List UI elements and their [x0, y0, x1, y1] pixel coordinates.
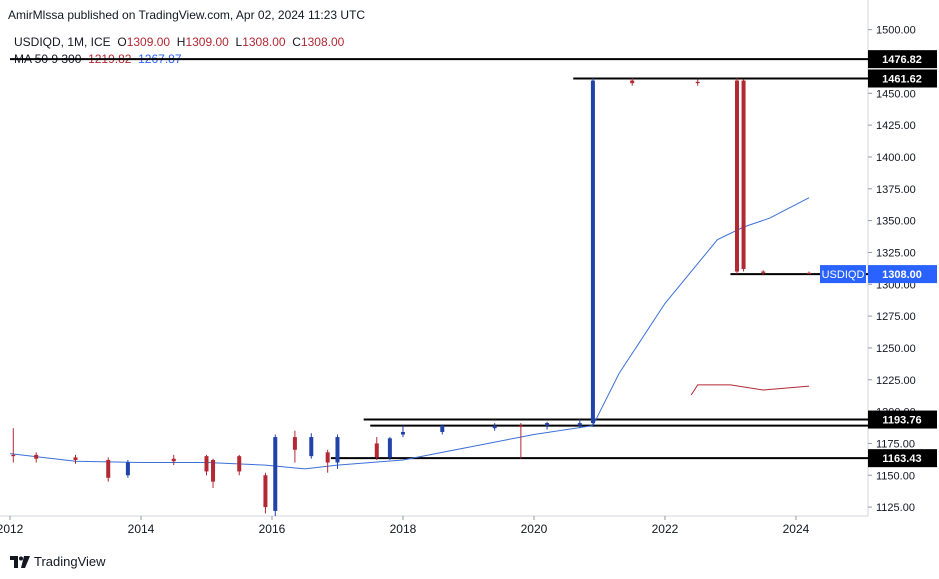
candle-body-down [630, 80, 635, 84]
open-value: 1309.00 [126, 35, 171, 49]
y-tick-label: 1450.00 [876, 88, 916, 100]
candle-body-down [106, 459, 111, 478]
y-tick-label: 1125.00 [876, 502, 915, 514]
symbol-tag-background [820, 265, 866, 284]
candle-body-down [73, 457, 78, 460]
ma-line-red [690, 384, 810, 396]
level-price-label: 1461.62 [882, 74, 922, 86]
tradingview-brand: TradingView [34, 554, 106, 569]
y-tick-label: 1375.00 [876, 184, 916, 196]
y-tick-label: 1275.00 [876, 311, 916, 323]
candle-body-down [237, 456, 242, 472]
level-price-label-background [868, 449, 937, 468]
level-price-label-background [868, 410, 937, 429]
ohlc-legend: USDIQD, 1M, ICE O1309.00 H1309.00 L1308.… [14, 35, 344, 49]
candle-body-down [695, 81, 700, 84]
candle-body-down [325, 452, 330, 463]
candle-body-up [545, 423, 550, 426]
candle-body-up [590, 80, 595, 424]
candle-body-down [735, 80, 740, 272]
candle-body-down [171, 458, 176, 462]
x-tick-label: 2014 [128, 522, 155, 536]
y-tick-label: 1400.00 [876, 152, 916, 164]
level-price-label: 1163.43 [882, 453, 921, 465]
y-tick-label: 1150.00 [876, 470, 915, 482]
current-price-label: 1308.00 [882, 269, 922, 281]
candle-body-up [387, 438, 392, 458]
candle-body-up [335, 437, 340, 463]
open-label: O [117, 35, 127, 49]
x-tick-label: 2016 [259, 522, 286, 536]
y-tick-label: 1350.00 [876, 216, 916, 228]
candle-body-up [309, 437, 314, 457]
candle-body-down [741, 80, 746, 269]
candle-body-down [34, 454, 39, 459]
candle-body-down [518, 425, 523, 427]
candle-body-up [125, 462, 130, 476]
level-price-label: 1476.82 [882, 54, 922, 66]
x-tick-label: 2018 [390, 522, 417, 536]
low-value: 1308.00 [242, 35, 286, 49]
x-tick-label: 2024 [783, 522, 810, 536]
high-value: 1309.00 [185, 35, 229, 49]
y-tick-label: 1500.00 [876, 25, 916, 37]
candle-body-up [273, 437, 278, 511]
y-tick-label: 1225.00 [876, 375, 916, 387]
candle-body-down [761, 271, 766, 273]
low-label: L [235, 35, 243, 49]
high-label: H [176, 35, 186, 49]
x-tick-label: 2012 [0, 522, 24, 536]
tradingview-footer[interactable]: TradingView [10, 554, 106, 569]
tradingview-logo-icon [10, 555, 30, 568]
current-price-label-background [868, 265, 937, 284]
symbol-tag: USDIQD [822, 269, 865, 281]
candle-body-down [211, 459, 216, 482]
level-price-label-background [868, 69, 937, 88]
close-value: 1308.00 [300, 35, 345, 49]
candle-body-down [374, 443, 379, 458]
candle-body-up [440, 425, 445, 432]
y-tick-label: 1250.00 [876, 343, 916, 355]
level-price-label-background [868, 50, 937, 69]
candle-body-down [204, 456, 209, 472]
close-label: C [292, 35, 301, 49]
y-tick-label: 1425.00 [876, 120, 916, 132]
x-tick-label: 2022 [652, 522, 679, 536]
y-tick-label: 1175.00 [876, 438, 915, 450]
level-price-label: 1193.76 [882, 415, 921, 427]
candle-body-down [11, 454, 16, 457]
candle-body-down [807, 272, 812, 275]
ma-line-blue [9, 197, 810, 470]
candle-body-up [400, 431, 405, 435]
y-tick-label: 1325.00 [876, 247, 916, 259]
candle-body-up [577, 423, 582, 426]
published-header: AmirMlssa published on TradingView.com, … [8, 8, 366, 22]
candle-body-up [492, 425, 497, 429]
candle-body-down [263, 475, 268, 508]
symbol-label[interactable]: USDIQD, 1M, ICE [14, 35, 111, 49]
x-tick-label: 2020 [521, 522, 548, 536]
candle-body-down [292, 437, 297, 450]
